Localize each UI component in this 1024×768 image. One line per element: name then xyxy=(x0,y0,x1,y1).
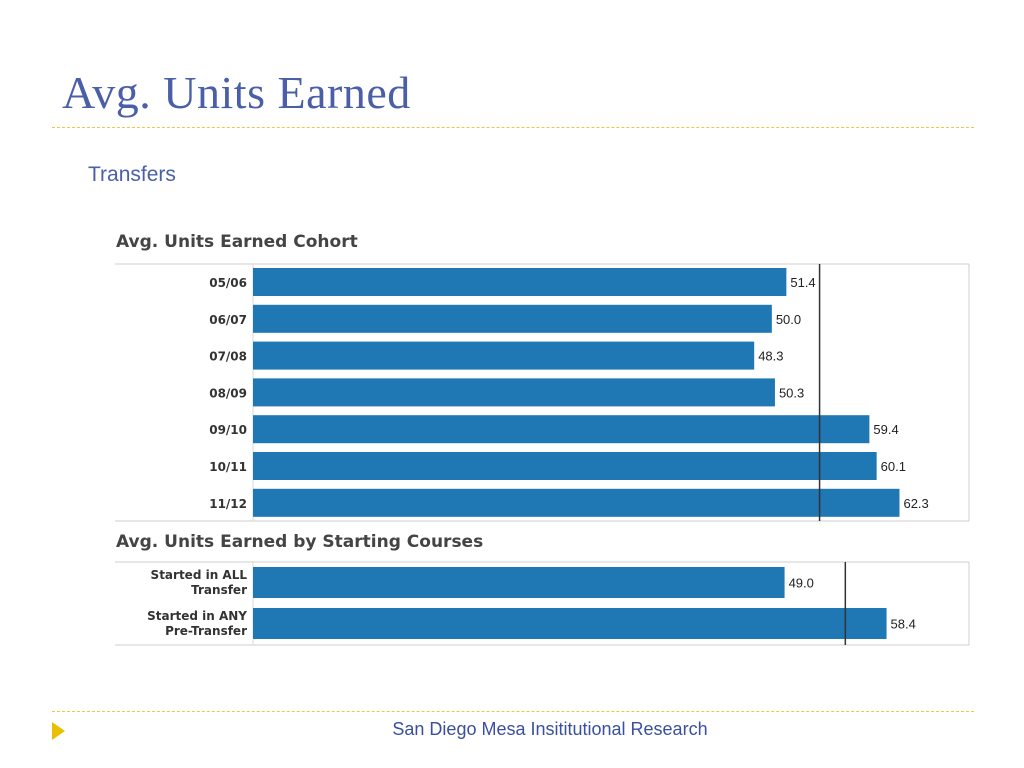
bar xyxy=(253,341,755,370)
data-label: 51.4 xyxy=(790,275,815,290)
data-label: 60.1 xyxy=(881,459,906,474)
category-label: 10/11 xyxy=(209,460,247,474)
bar xyxy=(253,268,787,296)
bullet-triangle-icon xyxy=(52,722,65,740)
bar xyxy=(253,415,870,444)
data-label: 50.0 xyxy=(776,312,801,327)
bar xyxy=(253,452,877,480)
category-label: 09/10 xyxy=(209,423,247,437)
bar xyxy=(253,304,772,333)
category-label: 11/12 xyxy=(209,497,247,511)
data-label: 59.4 xyxy=(873,422,898,437)
top-divider xyxy=(52,127,974,128)
data-label: 48.3 xyxy=(758,349,783,364)
bar xyxy=(253,378,775,407)
category-label: 05/06 xyxy=(209,276,247,290)
bar xyxy=(253,608,887,639)
chart-title-starting-courses: Avg. Units Earned by Starting Courses xyxy=(116,532,484,552)
data-label: 50.3 xyxy=(779,385,804,400)
category-label: Started in ANY xyxy=(147,609,247,623)
footer-text: San Diego Mesa Insititutional Research xyxy=(392,719,708,739)
category-label: Started in ALL xyxy=(151,568,248,582)
category-label: 08/09 xyxy=(209,386,247,400)
slide-title: Avg. Units Earned xyxy=(62,67,411,118)
category-label: Transfer xyxy=(191,583,247,597)
data-label: 58.4 xyxy=(891,617,916,632)
bottom-divider xyxy=(52,711,974,712)
data-label: 62.3 xyxy=(903,496,928,511)
category-label: 07/08 xyxy=(209,350,247,364)
category-label: 06/07 xyxy=(209,313,247,327)
data-label: 49.0 xyxy=(789,576,814,591)
slide-subtitle: Transfers xyxy=(88,163,176,186)
chart-title-cohort: Avg. Units Earned Cohort xyxy=(116,232,358,252)
category-label: Pre-Transfer xyxy=(165,624,247,638)
bar xyxy=(253,488,900,517)
bar xyxy=(253,567,785,598)
